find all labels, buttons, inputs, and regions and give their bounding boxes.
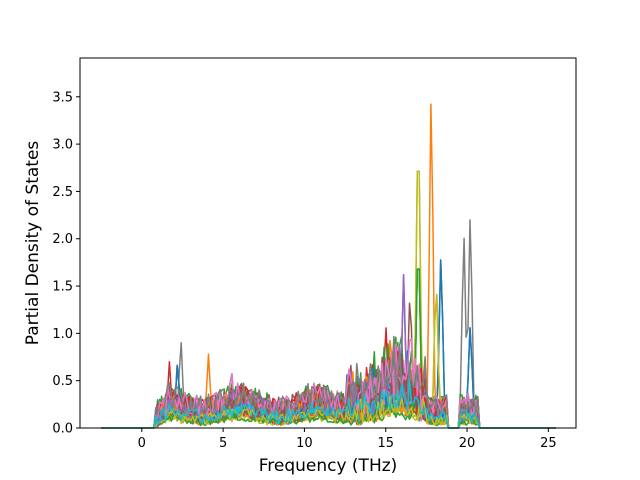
x-axis: 0 5 10 15 20 25 [138,428,557,451]
x-axis-label: Frequency (THz) [259,456,398,476]
y-tick-label: 1.5 [52,280,73,295]
y-tick-label: 3.5 [52,90,73,105]
y-tick-label: 2.5 [52,185,73,200]
y-axis: 0.0 0.5 1.0 1.5 2.0 2.5 3.0 3.5 [52,90,80,437]
y-tick-label: 2.0 [52,232,73,247]
y-axis-label: Partial Density of States [23,141,43,346]
y-tick-label: 3.0 [52,138,73,153]
y-tick-label: 0.0 [52,422,73,437]
x-tick-label: 20 [459,436,476,451]
x-tick-label: 15 [377,436,394,451]
y-tick-label: 1.0 [52,327,73,342]
series-layer [101,103,556,429]
x-tick-label: 0 [138,436,146,451]
plot-frame [79,57,577,429]
x-tick-label: 5 [219,436,227,451]
pdos-series-line [101,103,556,429]
x-tick-label: 25 [540,436,557,451]
y-tick-label: 0.5 [52,374,73,389]
x-tick-label: 10 [296,436,313,451]
